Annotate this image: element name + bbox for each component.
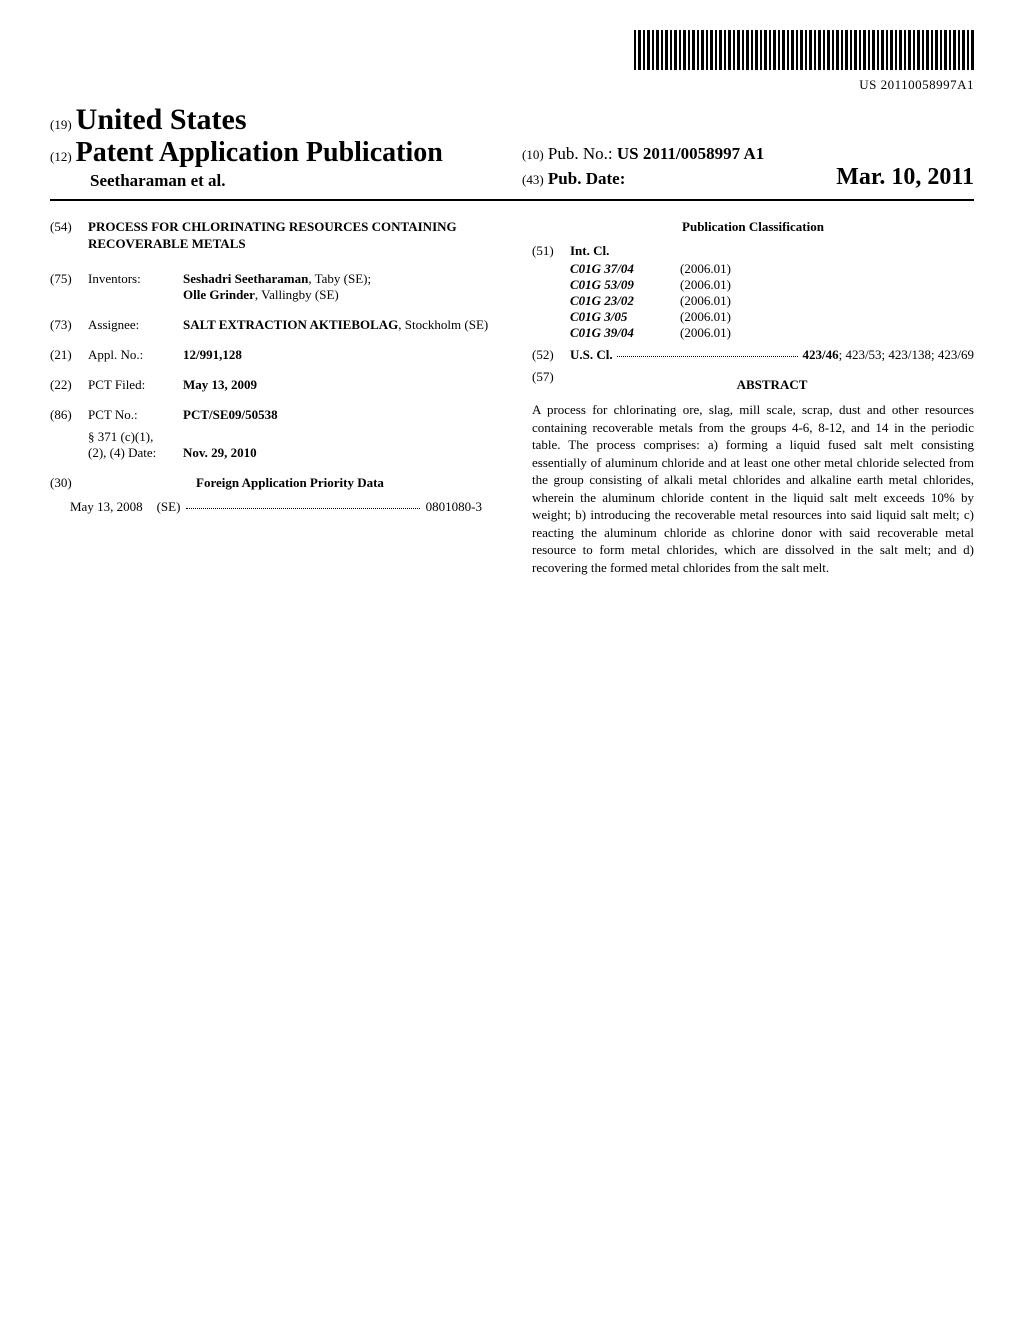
- uscl-primary: 423/46: [802, 347, 838, 362]
- kind-code-12: (12): [50, 149, 72, 164]
- right-column: Publication Classification (51) Int. Cl.…: [532, 219, 974, 576]
- intcl-row: (51) Int. Cl.: [532, 243, 974, 259]
- pct-filed-value: May 13, 2009: [183, 377, 492, 393]
- kind-code-19: (19): [50, 117, 72, 132]
- pct-no-value: PCT/SE09/50538: [183, 407, 492, 423]
- ipc-row-3: C01G 3/05 (2006.01): [532, 309, 974, 325]
- foreign-priority-row: May 13, 2008 (SE) 0801080-3: [50, 499, 492, 515]
- assignee-label: Assignee:: [88, 317, 183, 333]
- appl-no-row: (21) Appl. No.: 12/991,128: [50, 347, 492, 363]
- ipc-date-4: (2006.01): [680, 325, 974, 341]
- abstract-heading-row: (57) ABSTRACT: [532, 369, 974, 401]
- inventor-1-name: Seshadri Seetharaman: [183, 271, 308, 286]
- sect-371-line2: (2), (4) Date:: [88, 445, 183, 461]
- abstract-heading: ABSTRACT: [570, 377, 974, 393]
- main-columns: (54) PROCESS FOR CHLORINATING RESOURCES …: [50, 219, 974, 576]
- field-code-73: (73): [50, 317, 88, 333]
- appl-no-label: Appl. No.:: [88, 347, 183, 363]
- pct-filed-row: (22) PCT Filed: May 13, 2009: [50, 377, 492, 393]
- foreign-priority-heading: Foreign Application Priority Data: [88, 475, 492, 491]
- field-code-52: (52): [532, 347, 570, 363]
- appl-no-value: 12/991,128: [183, 347, 492, 363]
- inventors-label: Inventors:: [88, 271, 183, 303]
- ipc-date-1: (2006.01): [680, 277, 974, 293]
- ipc-code-2: C01G 23/02: [570, 293, 680, 309]
- sect-371-line1: § 371 (c)(1),: [88, 429, 183, 445]
- ipc-code-3: C01G 3/05: [570, 309, 680, 325]
- pct-filed-label: PCT Filed:: [88, 377, 183, 393]
- field-code-57: (57): [532, 369, 570, 401]
- uscl-dotted-leader: [617, 347, 799, 357]
- ipc-code-0: C01G 37/04: [570, 261, 680, 277]
- assignee-loc: , Stockholm (SE): [398, 317, 488, 332]
- dotted-leader: [186, 499, 419, 509]
- field-code-30: (30): [50, 475, 88, 491]
- sect-371-row: § 371 (c)(1), (2), (4) Date: Nov. 29, 20…: [50, 429, 492, 461]
- pct-no-label: PCT No.:: [88, 407, 183, 423]
- header-row: (19) United States (12) Patent Applicati…: [50, 103, 974, 191]
- sect-371-label: § 371 (c)(1), (2), (4) Date:: [88, 429, 183, 461]
- field-code-86: (86): [50, 407, 88, 423]
- ipc-row-4: C01G 39/04 (2006.01): [532, 325, 974, 341]
- pct-no-row: (86) PCT No.: PCT/SE09/50538: [50, 407, 492, 423]
- pub-no-label: Pub. No.:: [548, 144, 613, 163]
- abstract-text: A process for chlorinating ore, slag, mi…: [532, 401, 974, 576]
- ipc-date-3: (2006.01): [680, 309, 974, 325]
- inventor-2-name: Olle Grinder: [183, 287, 255, 302]
- pub-date-label: Pub. Date:: [548, 169, 625, 188]
- header-divider: [50, 199, 974, 201]
- uscl-label: U.S. Cl.: [570, 347, 613, 363]
- sect-371-value: Nov. 29, 2010: [183, 445, 492, 461]
- inventor-1-loc: , Taby (SE);: [308, 271, 371, 286]
- uscl-values: 423/46; 423/53; 423/138; 423/69: [802, 347, 974, 363]
- pub-no-prefix: (10): [522, 147, 544, 162]
- pub-date-prefix: (43): [522, 172, 544, 187]
- pub-no-value: US 2011/0058997 A1: [617, 144, 764, 163]
- pub-date-value: Mar. 10, 2011: [836, 164, 974, 191]
- ipc-date-0: (2006.01): [680, 261, 974, 277]
- doc-type: Patent Application Publication: [76, 137, 443, 168]
- inventor-2-loc: , Vallingby (SE): [255, 287, 339, 302]
- barcode-label: US 20110058997A1: [50, 77, 974, 93]
- inventors-value: Seshadri Seetharaman, Taby (SE); Olle Gr…: [183, 271, 492, 303]
- ipc-code-4: C01G 39/04: [570, 325, 680, 341]
- left-column: (54) PROCESS FOR CHLORINATING RESOURCES …: [50, 219, 492, 576]
- barcode-graphic: [634, 30, 974, 70]
- ipc-row-0: C01G 37/04 (2006.01): [532, 261, 974, 277]
- foreign-priority-heading-row: (30) Foreign Application Priority Data: [50, 475, 492, 491]
- uscl-row: (52) U.S. Cl. 423/46; 423/53; 423/138; 4…: [532, 347, 974, 363]
- header-left: (19) United States (12) Patent Applicati…: [50, 103, 502, 191]
- authors-line: Seetharaman et al.: [50, 171, 502, 191]
- foreign-date: May 13, 2008: [70, 499, 143, 515]
- header-right: (10) Pub. No.: US 2011/0058997 A1 (43) P…: [502, 144, 974, 191]
- field-code-75: (75): [50, 271, 88, 303]
- inventors-row: (75) Inventors: Seshadri Seetharaman, Ta…: [50, 271, 492, 303]
- uscl-secondary: ; 423/53; 423/138; 423/69: [839, 347, 974, 362]
- ipc-row-1: C01G 53/09 (2006.01): [532, 277, 974, 293]
- field-code-22: (22): [50, 377, 88, 393]
- foreign-app-number: 0801080-3: [426, 499, 482, 515]
- country-name: United States: [76, 103, 247, 136]
- ipc-row-2: C01G 23/02 (2006.01): [532, 293, 974, 309]
- sect-371-spacer: [50, 429, 88, 461]
- invention-title: PROCESS FOR CHLORINATING RESOURCES CONTA…: [88, 219, 492, 253]
- assignee-row: (73) Assignee: SALT EXTRACTION AKTIEBOLA…: [50, 317, 492, 333]
- foreign-country: (SE): [157, 499, 181, 515]
- intcl-label: Int. Cl.: [570, 243, 609, 259]
- field-code-54: (54): [50, 219, 88, 253]
- assignee-value: SALT EXTRACTION AKTIEBOLAG, Stockholm (S…: [183, 317, 492, 333]
- field-code-51: (51): [532, 243, 570, 259]
- field-code-21: (21): [50, 347, 88, 363]
- classification-heading: Publication Classification: [532, 219, 974, 235]
- barcode-region: US 20110058997A1: [50, 30, 974, 93]
- ipc-code-1: C01G 53/09: [570, 277, 680, 293]
- ipc-date-2: (2006.01): [680, 293, 974, 309]
- assignee-name: SALT EXTRACTION AKTIEBOLAG: [183, 317, 398, 332]
- title-block: (54) PROCESS FOR CHLORINATING RESOURCES …: [50, 219, 492, 253]
